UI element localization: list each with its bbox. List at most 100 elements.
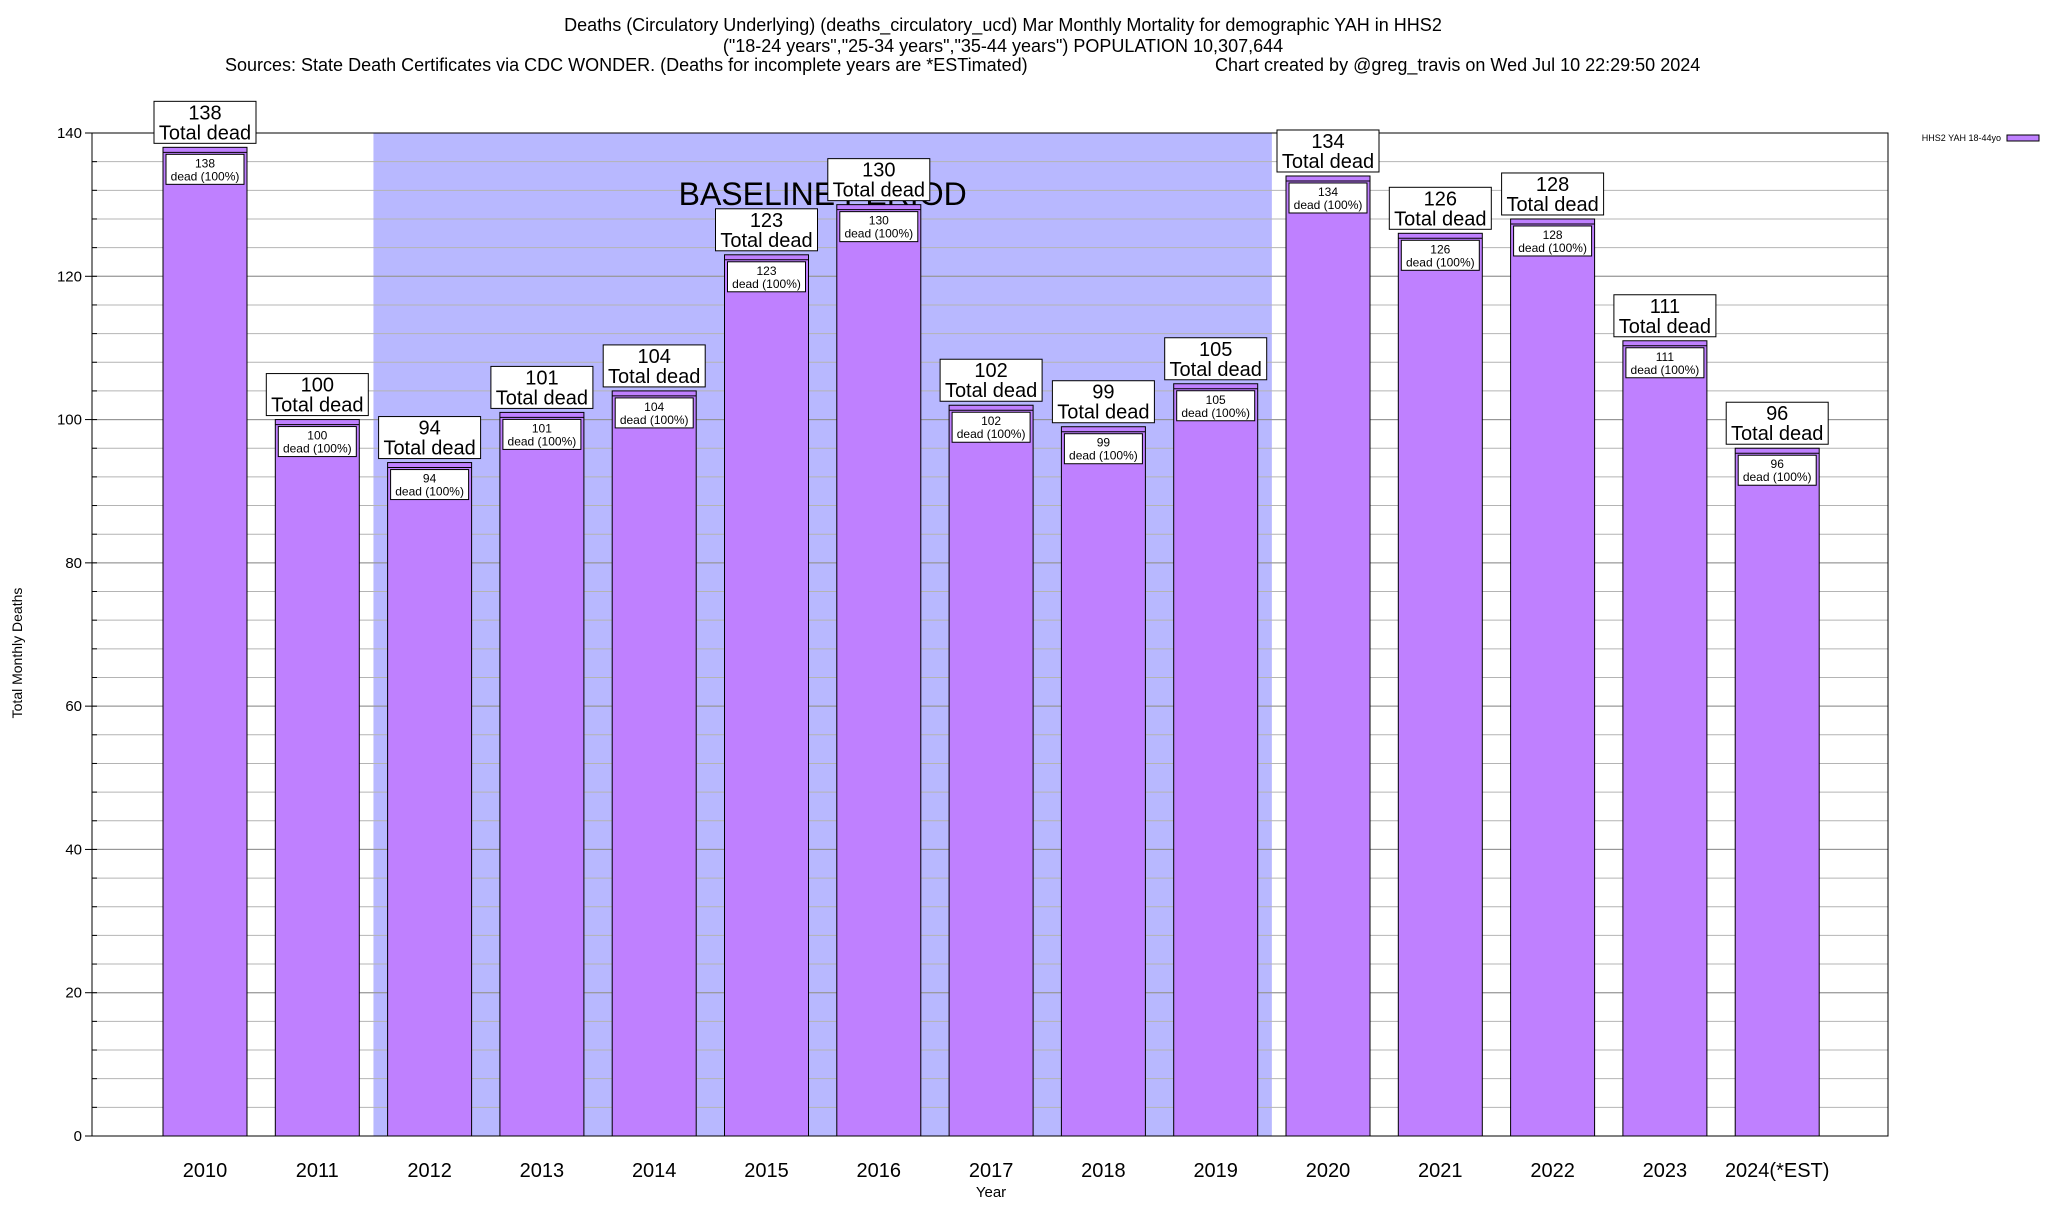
inner-percent-label: dead (100%) — [1069, 449, 1138, 463]
bars-layer — [162, 146, 1820, 1137]
x-tick-label: 2019 — [1193, 1160, 1238, 1182]
top-total-label: Total dead — [1057, 402, 1149, 424]
inner-label-box — [951, 411, 1031, 443]
inner-label-box — [1737, 454, 1817, 486]
top-total-label: Total dead — [383, 438, 475, 460]
chart-sources: Sources: State Death Certificates via CD… — [225, 55, 1028, 75]
inner-value-label: 102 — [981, 414, 1001, 428]
top-label-box — [1388, 186, 1492, 230]
x-tick-label: 2017 — [969, 1160, 1014, 1182]
inner-label-box — [390, 469, 470, 501]
inner-value-label: 104 — [644, 400, 664, 414]
x-tick-label: 2016 — [857, 1160, 902, 1182]
inner-percent-label: dead (100%) — [1294, 198, 1363, 212]
top-total-label: Total dead — [1394, 208, 1486, 230]
inner-label-box — [1176, 390, 1256, 422]
top-value-label: 126 — [1424, 188, 1457, 210]
inner-value-label: 130 — [869, 214, 889, 228]
top-label-box — [1051, 380, 1155, 424]
inner-label-box — [165, 153, 245, 185]
chart-title-line-2: ("18-24 years","25-34 years","35-44 year… — [723, 36, 1283, 56]
bar-2021 — [1397, 232, 1483, 1137]
inner-value-label: 126 — [1430, 242, 1450, 256]
top-total-label: Total dead — [608, 366, 700, 388]
top-total-label: Total dead — [1170, 359, 1262, 381]
bar-2016 — [836, 204, 922, 1137]
inner-percent-label: dead (100%) — [171, 169, 240, 183]
bar-2010 — [162, 146, 248, 1137]
inner-label-box — [839, 211, 919, 243]
top-value-label: 123 — [750, 210, 783, 232]
top-label-box — [1725, 401, 1829, 445]
top-total-label: Total dead — [1282, 151, 1374, 173]
x-tick-label: 2011 — [296, 1160, 339, 1182]
plot-frame — [91, 132, 1889, 1137]
x-tick-label: 2012 — [407, 1160, 452, 1182]
top-value-label: 130 — [862, 160, 895, 182]
x-tick-label: 2024(*EST) — [1725, 1160, 1830, 1182]
top-label-box — [715, 208, 818, 252]
y-tick-label: 0 — [74, 1128, 82, 1145]
x-tick-label: 2013 — [520, 1160, 565, 1182]
inner-label-box — [614, 397, 694, 429]
y-tick-label: 120 — [57, 268, 82, 285]
y-tick-label: 80 — [65, 555, 82, 572]
inner-percent-label: dead (100%) — [283, 442, 352, 456]
top-total-label: Total dead — [945, 380, 1037, 402]
inner-percent-label: dead (100%) — [844, 227, 913, 241]
inner-percent-label: dead (100%) — [1518, 241, 1587, 255]
x-tick-label: 2021 — [1418, 1160, 1463, 1182]
inner-percent-label: dead (100%) — [1181, 406, 1250, 420]
x-tick-label: 2014 — [632, 1160, 677, 1182]
bar-2022 — [1510, 218, 1596, 1137]
bar-2020 — [1285, 175, 1371, 1137]
inner-label-box — [1400, 239, 1480, 271]
top-label-box — [378, 416, 482, 460]
inner-percent-label: dead (100%) — [395, 485, 464, 499]
inner-label-box — [1063, 433, 1143, 465]
x-tick-label: 2020 — [1306, 1160, 1351, 1182]
inner-value-label: 94 — [423, 472, 437, 486]
inner-value-label: 128 — [1543, 228, 1563, 242]
y-axis-label: Total Monthly Deaths — [9, 588, 25, 719]
inner-percent-label: dead (100%) — [1743, 470, 1812, 484]
top-label-box — [153, 100, 257, 144]
bar-2018 — [1060, 426, 1146, 1137]
top-total-label: Total dead — [1506, 194, 1598, 216]
inner-percent-label: dead (100%) — [1631, 363, 1700, 377]
top-label-box — [1164, 337, 1268, 381]
inner-percent-label: dead (100%) — [957, 427, 1026, 441]
top-total-label: Total dead — [833, 180, 925, 202]
inner-value-label: 134 — [1318, 185, 1338, 199]
legend-swatch — [2006, 134, 2040, 142]
top-value-label: 99 — [1092, 382, 1114, 404]
top-value-label: 102 — [974, 360, 1007, 382]
top-total-label: Total dead — [1731, 423, 1823, 445]
inner-percent-label: dead (100%) — [508, 434, 577, 448]
top-label-box — [939, 358, 1043, 402]
y-tick-label: 40 — [65, 841, 82, 858]
x-tick-label: 2022 — [1530, 1160, 1575, 1182]
x-tick-label: 2010 — [183, 1160, 228, 1182]
inner-value-label: 123 — [756, 264, 776, 278]
bar-2013 — [499, 411, 585, 1137]
bar-2019 — [1173, 383, 1259, 1137]
inner-percent-label: dead (100%) — [732, 277, 801, 291]
top-value-label: 128 — [1536, 174, 1569, 196]
chart-credit: Chart created by @greg_travis on Wed Jul… — [1215, 55, 1700, 76]
top-total-label: Total dead — [159, 122, 251, 144]
inner-label-box — [727, 261, 806, 293]
inner-label-box — [277, 426, 357, 458]
top-total-label: Total dead — [496, 387, 588, 409]
inner-value-label: 111 — [1656, 350, 1675, 364]
top-label-box — [602, 344, 706, 388]
top-label-box — [1276, 129, 1380, 173]
inner-value-label: 105 — [1206, 393, 1226, 407]
top-value-label: 111 — [1650, 296, 1680, 318]
top-value-label: 100 — [301, 375, 334, 397]
bar-2015 — [724, 254, 809, 1137]
top-value-label: 138 — [188, 102, 221, 124]
